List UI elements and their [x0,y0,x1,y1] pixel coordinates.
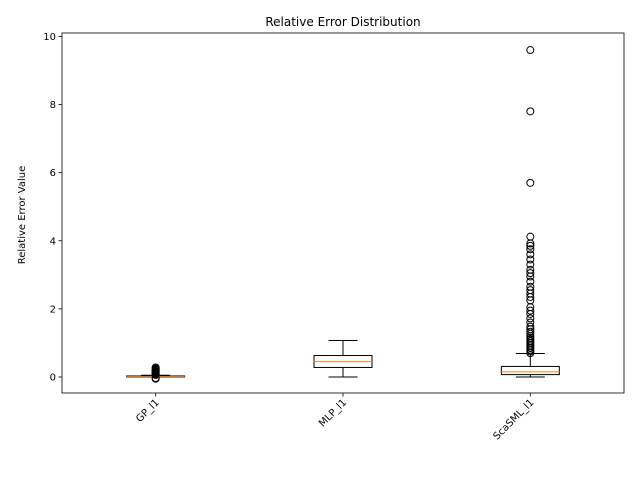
outlier-point [526,250,535,259]
box-series [126,46,560,383]
outlier-point [526,277,535,286]
outlier-point [526,286,535,295]
outlier-point [526,282,535,291]
outlier-point [526,232,535,241]
outlier-point [526,322,535,331]
box-group [126,363,186,383]
outlier-point [526,306,535,315]
outlier-point [526,255,535,264]
y-tick-label: 0 [50,372,56,383]
y-axis: 0 2 4 6 8 10 [43,32,62,383]
box-group [500,46,560,378]
y-tick-label: 10 [43,32,56,43]
outlier-point [526,241,535,250]
outlier-point [151,363,160,372]
box [500,365,560,376]
outlier-point [526,269,535,278]
y-tick-label: 6 [50,168,56,179]
chart-title: Relative Error Distribution [265,15,420,29]
outlier-point [526,318,535,327]
outlier-point [526,314,535,323]
outlier-point [526,107,535,116]
outlier-point [526,46,535,55]
y-tick-label: 8 [50,100,56,111]
y-axis-label: Relative Error Value [17,166,28,265]
y-tick-label: 2 [50,304,56,315]
outlier-point [526,327,535,336]
outlier-point [526,245,535,254]
outlier-point [526,260,535,269]
y-tick-label: 4 [50,236,56,247]
outlier-point [526,265,535,274]
box-group [313,340,373,378]
outlier-point [526,178,535,187]
